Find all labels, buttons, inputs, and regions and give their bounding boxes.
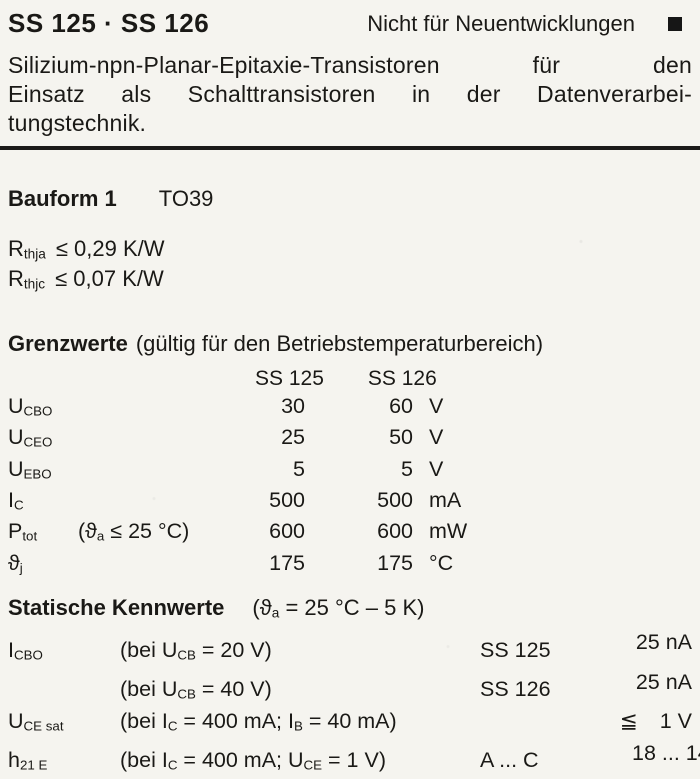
package-value: TO39 (158, 186, 214, 211)
thermal-resistance-block: Rthja ≤ 0,29 K/W Rthjc ≤ 0,07 K/W (8, 236, 692, 297)
type-designation: SS 126 (480, 677, 551, 702)
characteristic-value: 18 ... 140 (632, 740, 700, 765)
horizontal-rule (0, 146, 700, 150)
value-ss126: 175 (377, 550, 413, 575)
value-ss126: 5 (401, 456, 413, 481)
value-ss126: 600 (377, 519, 413, 544)
limits-table: UCBO 30 60 V UCEO 25 50 V UEBO 5 5 V IC … (8, 393, 692, 581)
type-designation: A ... C (480, 748, 539, 773)
table-row: h21 E (bei IC = 400 mA; UCE = 1 V) A ...… (8, 740, 700, 779)
characteristic-value: 25 nA (635, 669, 692, 694)
limits-heading-note: (gültig für den Betriebstemperaturbereic… (135, 330, 544, 356)
type-designation: SS 125 (480, 637, 551, 662)
table-row: UCBO 30 60 V (8, 393, 692, 424)
static-heading-text: Statische Kennwerte (8, 595, 225, 621)
parameter-condition: (bei UCB = 40 V) (120, 677, 272, 702)
parameter-symbol: ICBO (8, 637, 43, 663)
value-ss126: 500 (377, 488, 413, 513)
parameter-condition: (ϑa ≤ 25 °C) (78, 519, 190, 544)
thermal-row: Rthja ≤ 0,29 K/W (8, 236, 692, 266)
part-number-title: SS 125 · SS 126 (8, 8, 210, 38)
characteristic-value: 25 nA (635, 630, 692, 655)
column-header-ss126: SS 126 (367, 366, 437, 390)
table-row: UCE sat (bei IC = 400 mA; IB = 40 mA) ≦ 1… (8, 708, 692, 740)
parameter-symbol: UCBO (8, 393, 53, 419)
value-ss125: 25 (281, 425, 305, 450)
table-row: UCEO 25 50 V (8, 424, 692, 455)
value-ss125: 175 (269, 550, 305, 575)
thermal-value: ≤ 0,29 K/W (55, 236, 165, 261)
table-row: UEBO 5 5 V (8, 456, 692, 487)
package-row: Bauform 1 TO39 (8, 186, 692, 212)
parameter-symbol: ϑj (8, 550, 23, 576)
unit-label: mA (429, 488, 462, 513)
value-ss125: 500 (269, 488, 305, 513)
value-ss125: 600 (269, 519, 305, 544)
unit-label: V (429, 456, 444, 481)
value-ss126: 60 (389, 393, 413, 418)
static-section-heading: Statische Kennwerte (ϑa = 25 °C – 5 K) (8, 595, 692, 621)
parameter-condition: (bei IC = 400 mA; UCE = 1 V) (120, 748, 386, 773)
table-row: ϑj 175 175 °C (8, 550, 692, 581)
thermal-row: Rthjc ≤ 0,07 K/W (8, 266, 692, 296)
description-line: Einsatz als Schalttransistoren in der Da… (8, 81, 692, 107)
unit-label: °C (429, 550, 454, 575)
value-ss126: 50 (389, 425, 413, 450)
black-square-marker-icon (668, 16, 682, 31)
limits-column-headers: SS 125 SS 126 (255, 367, 692, 391)
parameter-symbol: UEBO (8, 456, 52, 482)
package-label: Bauform 1 (8, 186, 117, 211)
parameter-symbol: h21 E (8, 748, 48, 773)
parameter-symbol: Ptot (8, 519, 38, 544)
thermal-symbol: Rthja (8, 236, 46, 262)
obsolescence-notice: Nicht für Neuentwicklungen (367, 10, 635, 36)
table-row: Ptot (ϑa ≤ 25 °C) 600 600 mW (8, 518, 692, 549)
table-row: ICBO (bei UCB = 20 V) SS 125 25 nA (8, 629, 692, 668)
parameter-symbol: UCE sat (8, 709, 64, 734)
parameter-symbol: IC (8, 488, 24, 513)
unit-label: mW (429, 519, 468, 544)
page-header: SS 125 · SS 126 Nicht für Neuentwicklung… (8, 8, 692, 39)
parameter-condition: (bei UCB = 20 V) (120, 637, 272, 663)
description-line: Silizium-npn-Planar-Epitaxie-Transistore… (8, 52, 692, 78)
static-heading-condition: (ϑa = 25 °C – 5 K) (252, 595, 425, 621)
table-row: IC 500 500 mA (8, 487, 692, 518)
limits-heading-text: Grenzwerte (8, 330, 128, 356)
characteristic-value: ≦ 1 V (610, 708, 692, 736)
thermal-symbol: Rthjc (8, 266, 46, 292)
thermal-value: ≤ 0,07 K/W (55, 266, 164, 292)
unit-label: V (429, 393, 444, 418)
relation-symbol: ≦ (619, 709, 638, 734)
parameter-symbol: UCEO (8, 425, 53, 450)
parameter-condition: (bei IC = 400 mA; IB = 40 mA) (120, 709, 397, 734)
table-row: (bei UCB = 40 V) SS 126 25 nA (8, 669, 692, 708)
static-characteristics-table: ICBO (bei UCB = 20 V) SS 125 25 nA (bei … (8, 629, 700, 779)
description-paragraph: Silizium-npn-Planar-Epitaxie-Transistore… (8, 51, 692, 138)
limits-section-heading: Grenzwerte (gültig für den Betriebstempe… (8, 331, 692, 357)
value-ss125: 5 (293, 456, 305, 481)
value-ss125: 30 (281, 393, 305, 418)
unit-label: V (429, 425, 444, 450)
description-line: tungstechnik. (8, 110, 147, 136)
column-header-ss125: SS 125 (255, 366, 324, 390)
